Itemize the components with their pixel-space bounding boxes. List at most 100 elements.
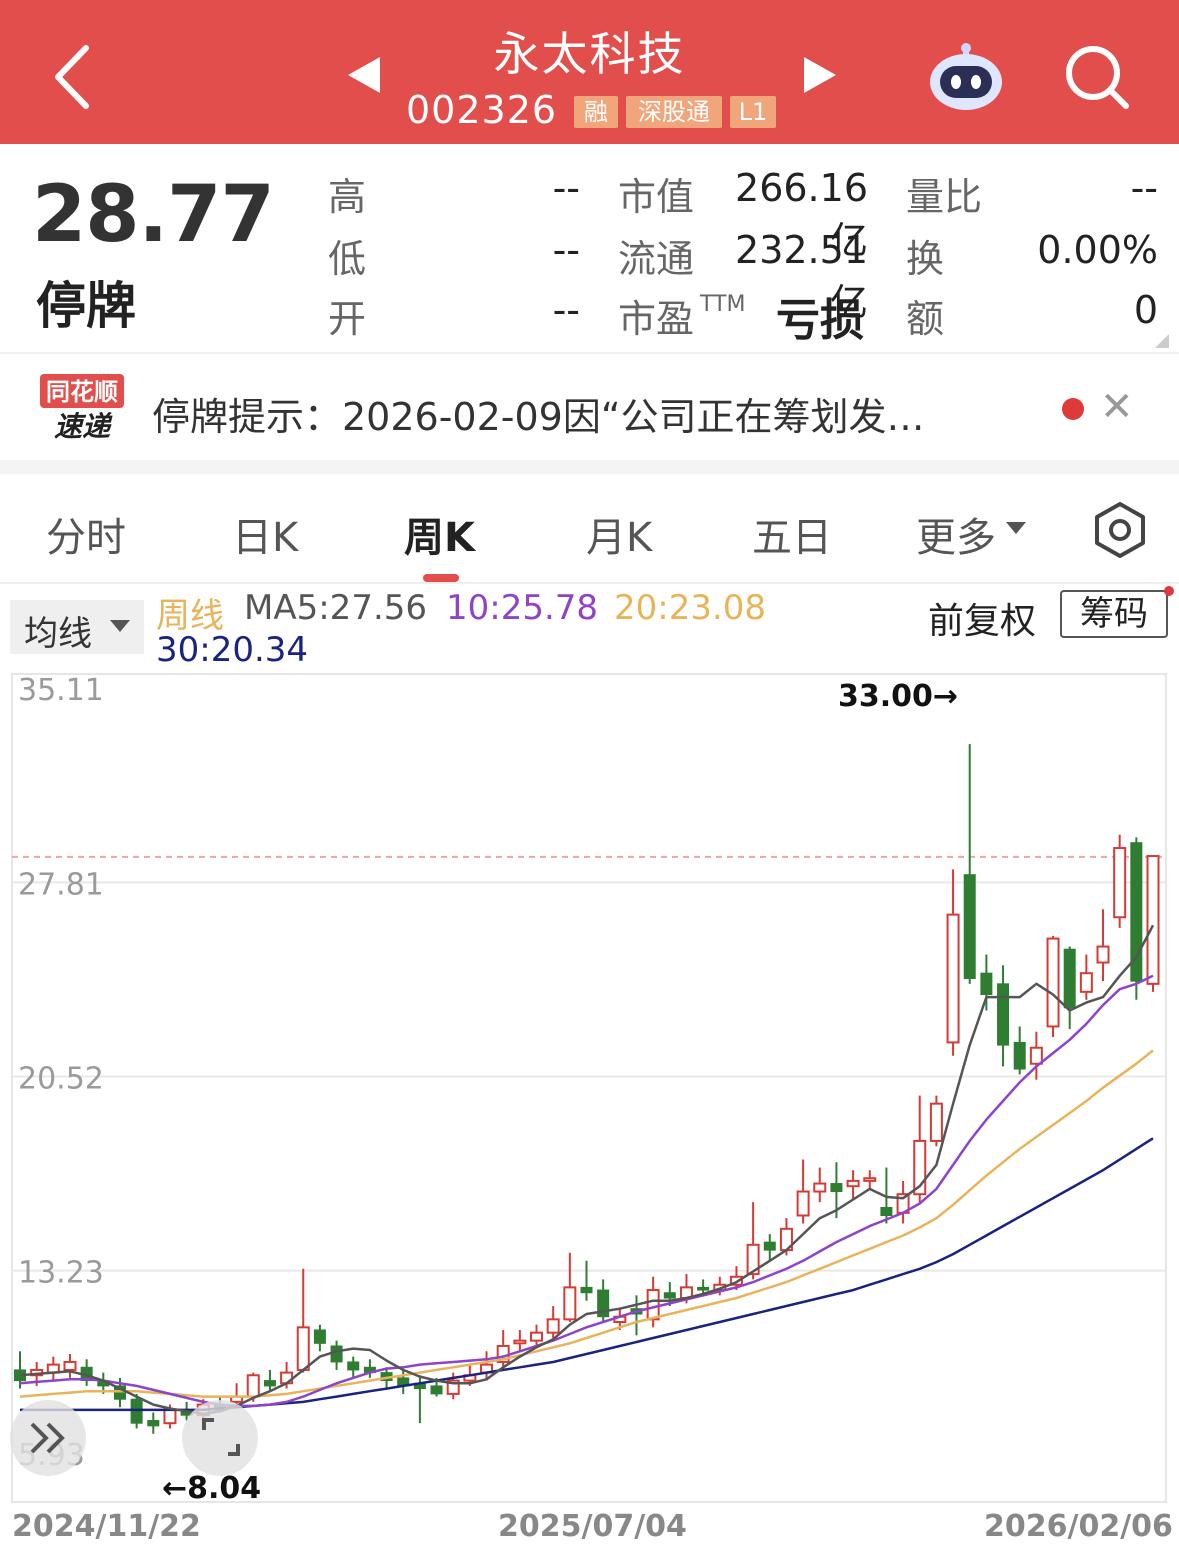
candle (963, 744, 976, 984)
value-float-cap: 232.51亿 (735, 228, 868, 325)
candle (763, 1234, 776, 1261)
candle (80, 1359, 93, 1386)
section-gap (0, 460, 1179, 474)
candle-body (580, 1286, 593, 1294)
label-amount: 额 (906, 297, 945, 341)
unread-dot-icon (1062, 398, 1084, 420)
legend-period: 周线 (156, 596, 224, 636)
candle-body (163, 1408, 177, 1425)
fullscreen-button[interactable] (182, 1400, 258, 1476)
legend-ma10: 10:25.78 (446, 588, 599, 628)
candle-body (1046, 937, 1060, 1028)
candle (296, 1268, 310, 1373)
ma10-line (19, 974, 1154, 1408)
tab-daily-k[interactable]: 日K (232, 515, 299, 561)
candle (846, 1170, 860, 1200)
divider (0, 582, 1179, 584)
tab-intraday[interactable]: 分时 (46, 515, 126, 561)
candle (580, 1260, 593, 1301)
ma-selector-label: 均线 (24, 614, 92, 654)
stock-name: 永太科技 (493, 27, 686, 81)
legend-ma30: 30:20.34 (156, 630, 309, 670)
ma20-line (19, 1049, 1154, 1398)
tab-weekly-k[interactable]: 周K (404, 515, 475, 561)
back-arrow-icon[interactable] (48, 42, 108, 112)
candle-body (796, 1190, 810, 1217)
robot-assistant-icon[interactable] (926, 40, 1006, 112)
y-tick-label: 13.23 (18, 1256, 104, 1291)
candle (1079, 954, 1093, 1000)
tag-margin: 融 (574, 96, 618, 128)
value-high: -- (552, 166, 580, 210)
candle (530, 1324, 544, 1346)
candle-body (646, 1289, 660, 1321)
candle-body (130, 1398, 143, 1424)
tag-level: L1 (730, 96, 776, 128)
search-icon[interactable] (1062, 42, 1132, 112)
chip-distribution-button[interactable]: 筹码 (1060, 590, 1168, 638)
value-pe: 亏损 (776, 295, 864, 346)
candle-body (697, 1286, 710, 1291)
candle-body (963, 874, 976, 980)
candle (563, 1252, 577, 1323)
adjust-mode[interactable]: 前复权 (928, 601, 1037, 642)
candle-body (946, 913, 960, 1044)
label-high: 高 (328, 175, 367, 219)
candle-body (430, 1385, 443, 1395)
x-tick-label: 2026/02/06 (984, 1509, 1173, 1544)
suspension-notice[interactable]: 停牌提示：2026-02-09因“公司正在筹划发… (152, 395, 925, 439)
label-turnover: 换 (906, 237, 945, 281)
active-tab-indicator (423, 574, 459, 582)
candle (1029, 1031, 1043, 1080)
legend-ma20: 20:23.08 (614, 588, 767, 628)
legend-ma5: MA5:27.56 (244, 588, 428, 628)
candle-body (347, 1361, 360, 1371)
next-stock-icon[interactable] (804, 57, 836, 93)
label-float-cap: 流通 (618, 237, 695, 281)
ths-express-logo: 同花顺 速递 (40, 374, 124, 443)
candle-body (913, 1139, 927, 1196)
candle (997, 965, 1010, 1067)
candle-body (846, 1179, 860, 1188)
trading-status: 停牌 (36, 277, 136, 335)
candle-body (63, 1360, 77, 1371)
candle (1113, 834, 1127, 928)
candle (663, 1282, 676, 1307)
svg-text:同花顺: 同花顺 (46, 378, 118, 406)
high-annotation: 33.00→ (838, 679, 958, 714)
label-market-cap: 市值 (618, 175, 695, 219)
tag-connect: 深股通 (626, 96, 722, 128)
value-amount: 0 (1133, 288, 1158, 332)
candle-body (597, 1289, 610, 1318)
expand-corner-icon[interactable] (1155, 334, 1169, 348)
candle (347, 1356, 360, 1378)
candle (1130, 837, 1143, 1000)
candle-body (1013, 1041, 1026, 1070)
close-icon[interactable]: ✕ (1100, 384, 1134, 430)
value-market-cap: 266.16亿 (735, 166, 868, 263)
tab-monthly-k[interactable]: 月K (586, 515, 653, 561)
kline-chart[interactable]: 35.1127.8120.5213.235.9333.00→←8.042024/… (0, 668, 1179, 1552)
svg-text:速递: 速递 (54, 410, 113, 443)
y-tick-label: 20.52 (18, 1062, 104, 1097)
candle (946, 869, 960, 1056)
candle (796, 1159, 810, 1224)
label-low: 低 (328, 237, 367, 281)
label-open: 开 (328, 297, 367, 341)
settings-hexagon-icon[interactable] (1090, 500, 1150, 560)
prev-stock-icon[interactable] (348, 57, 380, 93)
candle-body (1063, 948, 1076, 1009)
label-pe-ttm: TTM (700, 292, 746, 317)
candle (147, 1412, 160, 1434)
candle-body (446, 1379, 460, 1395)
chart-frame (11, 673, 1167, 1503)
tab-five-day[interactable]: 五日 (752, 515, 832, 561)
tab-more[interactable]: 更多 (916, 515, 996, 561)
more-caret-icon[interactable] (1006, 522, 1026, 534)
candle (63, 1353, 77, 1378)
x-tick-label: 2025/07/04 (498, 1509, 687, 1544)
candle-body (880, 1207, 893, 1216)
candle-body (313, 1329, 326, 1344)
candle (263, 1369, 276, 1392)
candle-body (546, 1318, 560, 1334)
